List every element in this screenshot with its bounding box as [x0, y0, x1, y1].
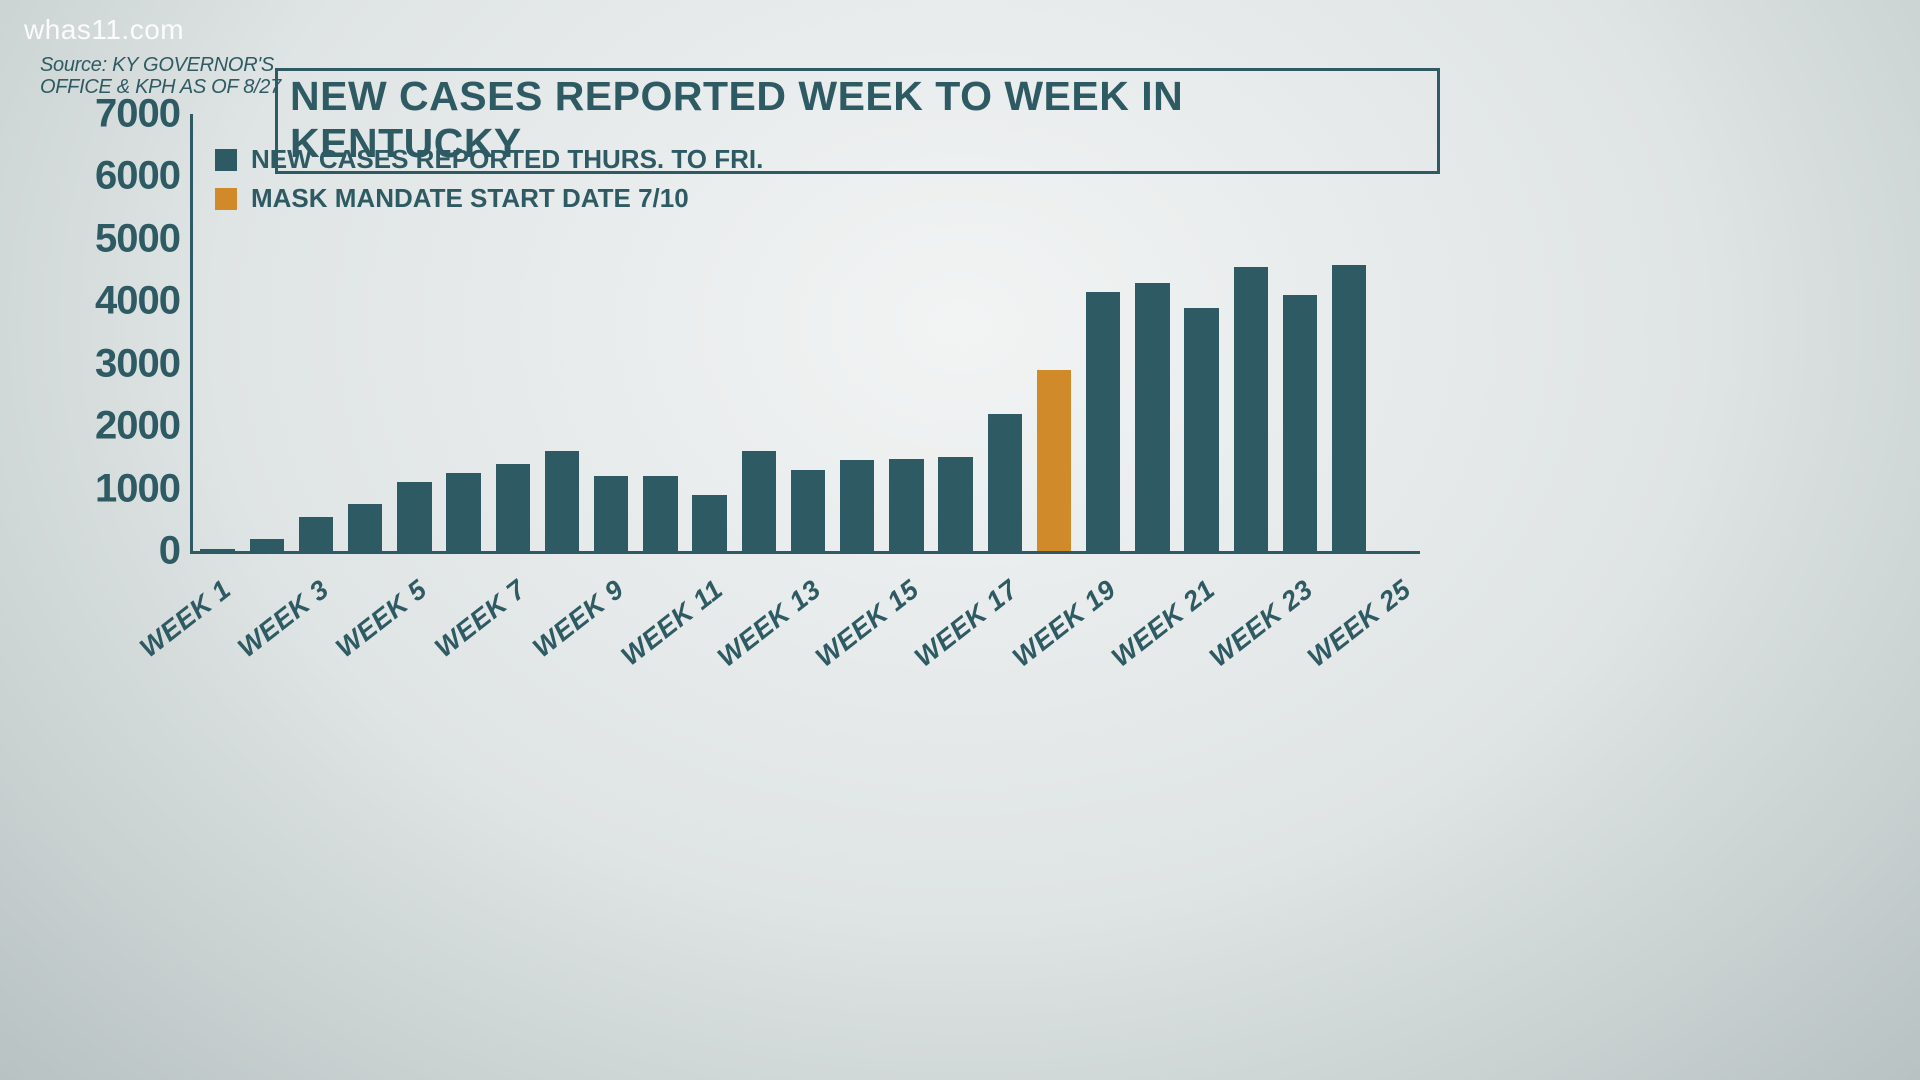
- bar-column: [587, 114, 636, 551]
- plot-area: 01000200030004000500060007000 WEEK 1WEEK…: [40, 114, 1440, 624]
- bar: [1184, 308, 1218, 551]
- y-tick-label: 4000: [95, 279, 180, 324]
- bar: [692, 495, 726, 551]
- bar-column: [390, 114, 439, 551]
- bar: [1086, 292, 1120, 551]
- bar-column: [291, 114, 340, 551]
- x-labels-container: WEEK 1WEEK 3WEEK 5WEEK 7WEEK 9WEEK 11WEE…: [193, 562, 1423, 682]
- x-label-column: WEEK 7: [488, 562, 537, 682]
- bar: [791, 470, 825, 551]
- bar: [496, 464, 530, 551]
- x-label-column: WEEK 25: [1374, 562, 1423, 682]
- bar-column: [636, 114, 685, 551]
- bar: [1135, 283, 1169, 551]
- bar: [545, 451, 579, 551]
- y-tick-label: 2000: [95, 404, 180, 449]
- bar: [397, 482, 431, 551]
- bars-container: [193, 114, 1423, 551]
- bar: [348, 504, 382, 551]
- bar-column: [1128, 114, 1177, 551]
- bar-column: [1374, 114, 1423, 551]
- x-axis-line: [190, 551, 1420, 554]
- bar: [594, 476, 628, 551]
- bar-column: [1177, 114, 1226, 551]
- bar: [742, 451, 776, 551]
- bar: [938, 457, 972, 551]
- bar: [889, 459, 923, 551]
- bar: [1332, 265, 1366, 551]
- bar-column: [882, 114, 931, 551]
- bar-column: [734, 114, 783, 551]
- bar-column: [980, 114, 1029, 551]
- bar: [1283, 295, 1317, 551]
- x-tick-label: WEEK 1: [134, 574, 237, 664]
- y-axis: 01000200030004000500060007000: [40, 114, 190, 554]
- bar-column: [488, 114, 537, 551]
- bar-column: [1275, 114, 1324, 551]
- bar: [840, 460, 874, 551]
- y-tick-label: 7000: [95, 92, 180, 137]
- bar-column: [1079, 114, 1128, 551]
- x-label-column: WEEK 1: [193, 562, 242, 682]
- bar: [1234, 267, 1268, 551]
- bar-column: [1029, 114, 1078, 551]
- bar: [200, 549, 234, 551]
- bar: [643, 476, 677, 551]
- bar-column: [537, 114, 586, 551]
- bar: [446, 473, 480, 551]
- y-tick-label: 3000: [95, 341, 180, 386]
- x-label-column: WEEK 3: [291, 562, 340, 682]
- y-tick-label: 5000: [95, 216, 180, 261]
- bar-column: [193, 114, 242, 551]
- bar-column: [439, 114, 488, 551]
- bar: [988, 414, 1022, 551]
- bar-column: [242, 114, 291, 551]
- bar-column: [341, 114, 390, 551]
- bar-column: [931, 114, 980, 551]
- x-label-column: WEEK 5: [390, 562, 439, 682]
- y-tick-label: 1000: [95, 466, 180, 511]
- y-tick-label: 6000: [95, 154, 180, 199]
- y-tick-label: 0: [159, 529, 180, 574]
- chart-container: Source: KY GOVERNOR'S OFFICE & KPH AS OF…: [40, 54, 1440, 624]
- watermark-text: whas11.com: [24, 14, 184, 46]
- bar: [299, 517, 333, 551]
- bar-column: [1226, 114, 1275, 551]
- bar-column: [783, 114, 832, 551]
- bar: [250, 539, 284, 551]
- bar-column: [1325, 114, 1374, 551]
- bar: [1037, 370, 1071, 551]
- bar-column: [685, 114, 734, 551]
- bar-column: [833, 114, 882, 551]
